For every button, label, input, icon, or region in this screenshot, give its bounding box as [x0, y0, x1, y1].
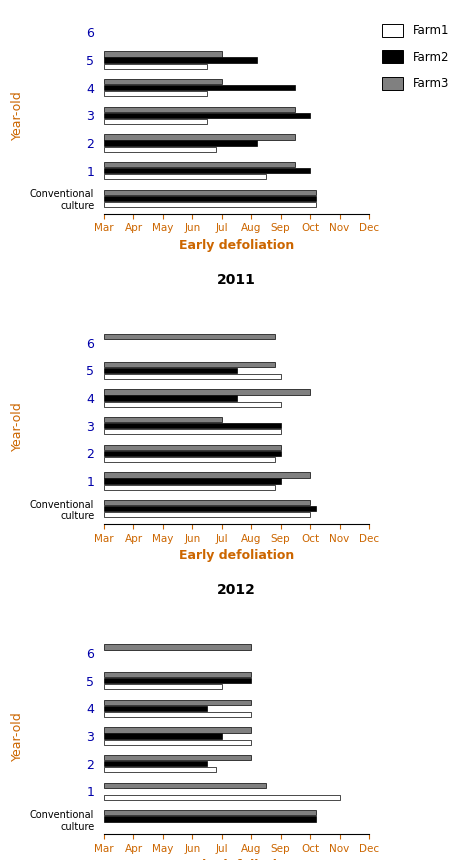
Bar — [104, 146, 216, 151]
Bar — [104, 685, 222, 690]
Bar — [104, 107, 295, 112]
Bar — [104, 429, 280, 434]
Bar — [104, 402, 280, 407]
Bar — [104, 506, 316, 511]
Bar — [104, 700, 251, 705]
Text: 2012: 2012 — [217, 583, 256, 597]
Bar — [104, 706, 207, 711]
Bar — [104, 175, 266, 180]
Bar — [104, 396, 237, 401]
Bar — [104, 740, 251, 745]
X-axis label: Early defoliation: Early defoliation — [179, 550, 294, 562]
Bar — [104, 810, 316, 815]
Bar — [104, 374, 280, 379]
Bar — [104, 162, 295, 167]
Bar — [104, 678, 251, 683]
Bar — [104, 91, 207, 96]
Bar — [104, 85, 295, 90]
Bar — [104, 783, 266, 788]
Bar — [104, 478, 280, 483]
Legend: Farm1, Farm2, Farm3: Farm1, Farm2, Farm3 — [377, 19, 454, 95]
Text: 2011: 2011 — [217, 273, 256, 286]
Bar — [104, 672, 251, 677]
X-axis label: Early defoliation: Early defoliation — [179, 239, 294, 252]
Bar — [104, 761, 207, 766]
Bar — [104, 712, 251, 717]
Bar — [104, 134, 295, 139]
Bar — [104, 202, 316, 207]
Bar — [104, 457, 275, 462]
Bar — [104, 79, 222, 84]
Bar — [104, 368, 237, 373]
Bar — [104, 445, 280, 450]
Bar — [104, 755, 251, 760]
Bar — [104, 500, 310, 505]
Bar — [104, 334, 275, 339]
Bar — [104, 140, 257, 145]
Bar — [104, 728, 251, 733]
Bar — [104, 119, 207, 124]
Y-axis label: Year-old: Year-old — [11, 711, 25, 761]
Bar — [104, 484, 275, 489]
Y-axis label: Year-old: Year-old — [11, 401, 25, 451]
Bar — [104, 52, 222, 57]
Bar — [104, 58, 257, 63]
Bar — [104, 767, 216, 772]
Bar — [104, 196, 316, 201]
Bar — [104, 795, 340, 800]
Bar — [104, 423, 280, 428]
Bar — [104, 451, 280, 456]
Bar — [104, 417, 222, 422]
Bar — [104, 64, 207, 69]
Bar — [104, 113, 310, 118]
Bar — [104, 644, 251, 649]
Bar — [104, 734, 222, 739]
Bar — [104, 390, 310, 395]
Y-axis label: Year-old: Year-old — [11, 90, 25, 140]
Bar — [104, 513, 310, 518]
Bar — [104, 190, 316, 195]
Bar — [104, 169, 310, 174]
Bar — [104, 816, 316, 821]
Bar — [104, 472, 310, 477]
Bar — [104, 362, 275, 367]
